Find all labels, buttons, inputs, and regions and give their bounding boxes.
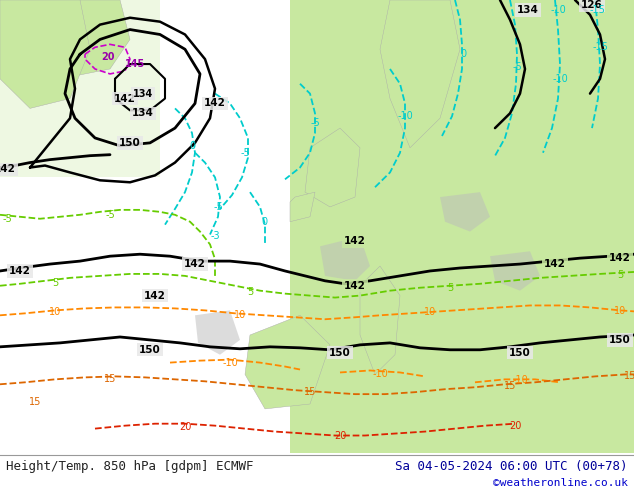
Text: 5: 5 bbox=[447, 283, 453, 293]
Text: 142: 142 bbox=[204, 98, 226, 108]
Text: -10: -10 bbox=[552, 74, 568, 84]
Text: 134: 134 bbox=[132, 108, 154, 118]
Text: -5: -5 bbox=[240, 147, 250, 158]
Text: 134: 134 bbox=[133, 89, 153, 98]
Text: 142: 142 bbox=[344, 236, 366, 246]
Text: -10: -10 bbox=[550, 5, 566, 15]
Text: 20: 20 bbox=[509, 420, 521, 431]
Polygon shape bbox=[490, 251, 540, 291]
Text: -10: -10 bbox=[397, 111, 413, 121]
Text: 15: 15 bbox=[624, 371, 634, 381]
Text: 150: 150 bbox=[119, 138, 141, 148]
Polygon shape bbox=[360, 266, 400, 374]
Polygon shape bbox=[320, 237, 370, 281]
Text: 5: 5 bbox=[617, 270, 623, 280]
Text: 0: 0 bbox=[460, 49, 466, 59]
Text: 145: 145 bbox=[125, 59, 145, 69]
Polygon shape bbox=[290, 0, 634, 453]
Text: 10: 10 bbox=[614, 306, 626, 317]
Text: 142: 142 bbox=[184, 259, 206, 269]
Text: 142: 142 bbox=[609, 253, 631, 263]
Text: 150: 150 bbox=[329, 348, 351, 358]
Text: 0: 0 bbox=[189, 141, 195, 151]
FancyBboxPatch shape bbox=[290, 0, 634, 453]
Text: -10: -10 bbox=[222, 358, 238, 368]
Polygon shape bbox=[440, 192, 490, 232]
Text: 150: 150 bbox=[139, 345, 161, 355]
Text: 10: 10 bbox=[424, 307, 436, 318]
Text: 20: 20 bbox=[179, 422, 191, 432]
Text: 10: 10 bbox=[49, 307, 61, 318]
Polygon shape bbox=[305, 128, 360, 207]
Text: 142: 142 bbox=[144, 291, 166, 300]
Text: 150: 150 bbox=[609, 335, 631, 345]
Polygon shape bbox=[195, 310, 240, 355]
Text: -5: -5 bbox=[512, 62, 522, 72]
Text: ©weatheronline.co.uk: ©weatheronline.co.uk bbox=[493, 478, 628, 489]
FancyBboxPatch shape bbox=[0, 0, 160, 177]
Text: Sa 04-05-2024 06:00 UTC (00+78): Sa 04-05-2024 06:00 UTC (00+78) bbox=[395, 460, 628, 473]
Text: 142: 142 bbox=[344, 281, 366, 291]
Polygon shape bbox=[0, 0, 90, 108]
Text: 0: 0 bbox=[261, 217, 267, 227]
Text: 20: 20 bbox=[101, 52, 115, 62]
Text: 126: 126 bbox=[581, 0, 603, 10]
Text: -10: -10 bbox=[512, 375, 528, 385]
Text: -5: -5 bbox=[105, 210, 115, 220]
Polygon shape bbox=[380, 0, 460, 148]
Text: -15: -15 bbox=[592, 42, 608, 52]
Text: -15: -15 bbox=[589, 5, 605, 15]
Text: 134: 134 bbox=[517, 5, 539, 15]
Polygon shape bbox=[245, 315, 330, 409]
Text: 15: 15 bbox=[304, 387, 316, 397]
Text: 150: 150 bbox=[509, 348, 531, 358]
Text: 142: 142 bbox=[0, 165, 16, 174]
Text: -5: -5 bbox=[310, 118, 320, 128]
Text: -5: -5 bbox=[2, 214, 12, 224]
Text: -5: -5 bbox=[213, 202, 223, 212]
Text: 15: 15 bbox=[104, 374, 116, 384]
Text: 142: 142 bbox=[114, 94, 136, 103]
Text: 142: 142 bbox=[9, 266, 31, 276]
Polygon shape bbox=[290, 192, 315, 221]
Text: 10: 10 bbox=[234, 310, 246, 320]
Text: 15: 15 bbox=[29, 397, 41, 407]
Text: 5: 5 bbox=[247, 287, 253, 296]
Text: 142: 142 bbox=[544, 259, 566, 269]
Text: -10: -10 bbox=[372, 369, 388, 379]
Text: Height/Temp. 850 hPa [gdpm] ECMWF: Height/Temp. 850 hPa [gdpm] ECMWF bbox=[6, 460, 254, 473]
Text: 20: 20 bbox=[334, 432, 346, 441]
Text: 15: 15 bbox=[504, 381, 516, 391]
Text: -3: -3 bbox=[210, 231, 220, 242]
Text: 5: 5 bbox=[52, 278, 58, 288]
Polygon shape bbox=[10, 0, 130, 79]
